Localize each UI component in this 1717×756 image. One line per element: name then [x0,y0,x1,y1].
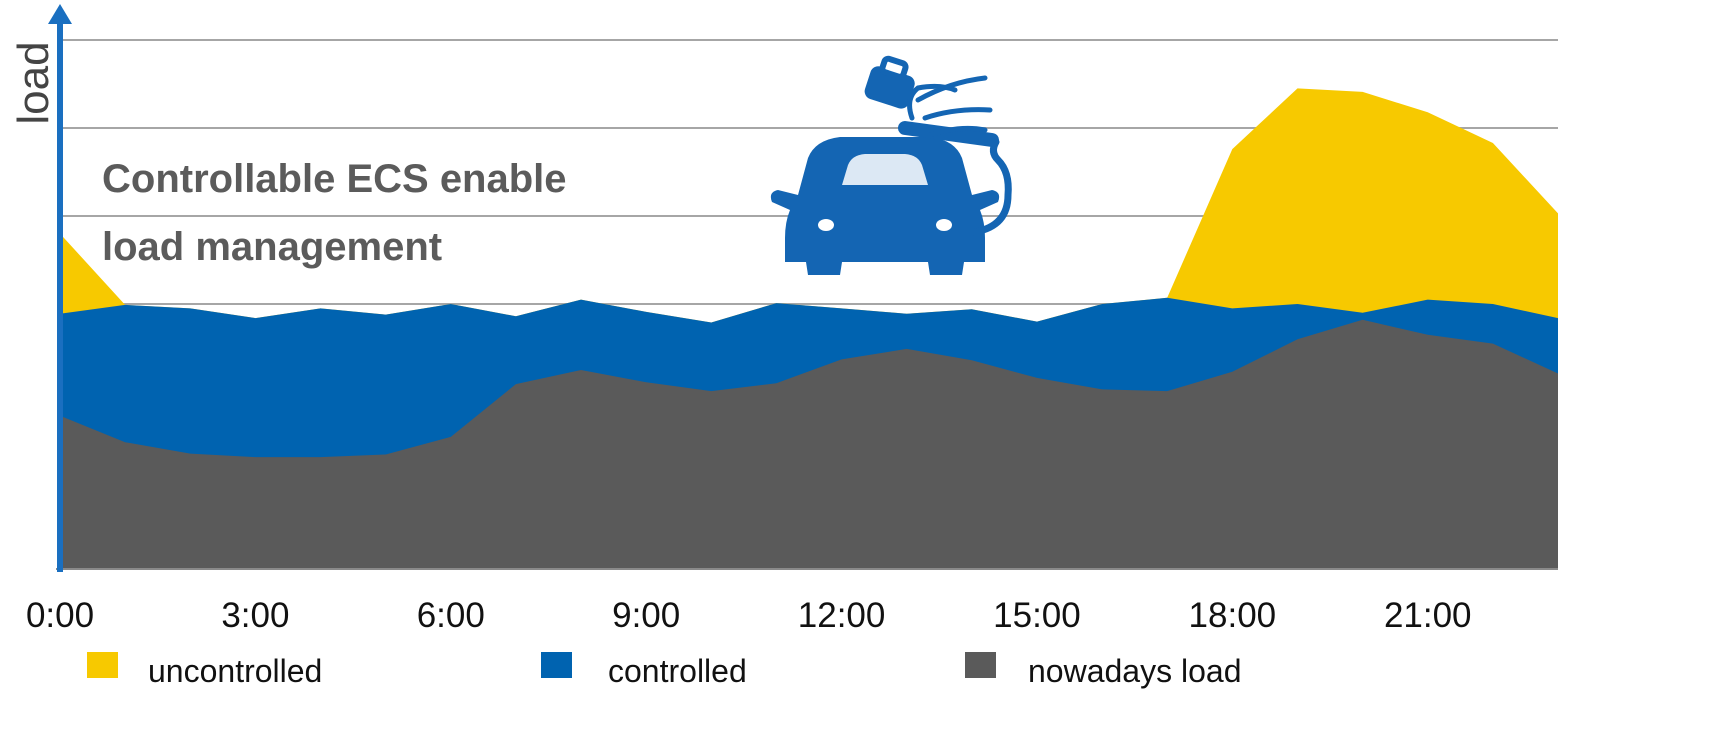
x-tick-label: 9:00 [612,596,680,635]
legend-swatch [541,652,572,678]
legend-label: uncontrolled [148,653,322,689]
y-axis-label: load [9,41,58,124]
legend-label: nowadays load [1028,653,1241,689]
y-axis-arrow [48,4,72,24]
x-tick-label: 6:00 [417,596,485,635]
x-tick-label: 3:00 [221,596,289,635]
x-tick-label: 18:00 [1189,596,1277,635]
annotation-line: Controllable ECS enable [102,157,567,201]
x-tick-label: 15:00 [993,596,1081,635]
legend: uncontrolled controlled nowadays load [87,652,1241,689]
x-tick-label: 21:00 [1384,596,1472,635]
annotations: load Controllable ECS enable load manageme… [9,41,567,269]
area-nowadays-load [60,319,1558,568]
series-areas [60,88,1558,569]
legend-label: controlled [608,653,747,689]
annotation-line: load management [102,225,442,269]
x-tick-label: 0:00 [26,596,94,635]
axes [48,4,1558,572]
legend-swatch [87,652,118,678]
ev-charging-car-icon [770,55,1012,275]
x-tick-label: 12:00 [798,596,886,635]
x-axis-ticks: 0:00 3:00 6:00 9:00 12:00 15:00 18:00 21:00 [26,596,1472,635]
legend-swatch [965,652,996,678]
